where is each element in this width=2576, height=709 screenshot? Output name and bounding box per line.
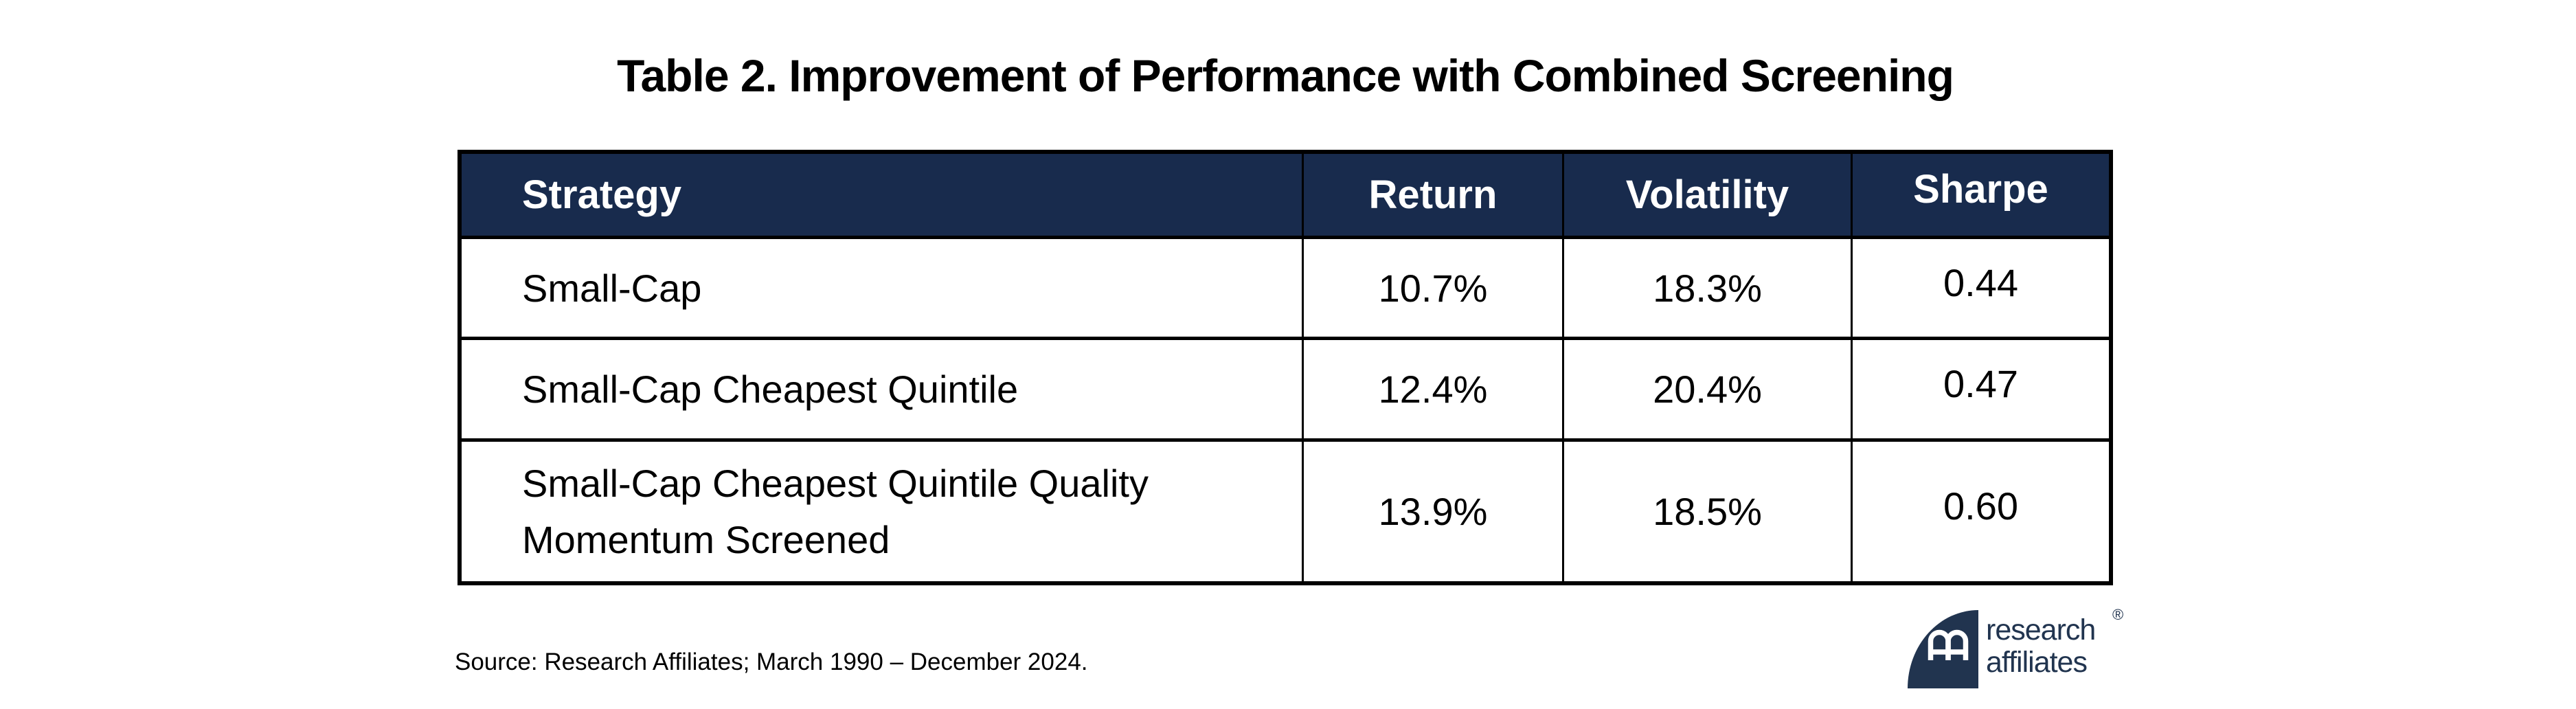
source-note: Source: Research Affiliates; March 1990 …: [455, 649, 1088, 675]
logo-wordmark: research affiliates: [1986, 614, 2096, 679]
table-row-1-strategy: Small-Cap: [462, 239, 1304, 340]
header-cell-strategy: Strategy: [462, 154, 1304, 239]
logo-wordmark-line2: affiliates: [1986, 646, 2088, 679]
performance-table: Strategy Return Volatility Sharpe Small-…: [457, 150, 2113, 585]
table-row-2-sharpe: 0.47: [1853, 340, 2109, 442]
table-row-3-return: 13.9%: [1304, 442, 1564, 581]
table-row-3-strategy-line2: Momentum Screened: [522, 517, 890, 561]
logo-wordmark-line1: research: [1986, 614, 2096, 646]
table-row-3-strategy: Small-Cap Cheapest Quintile Quality Mome…: [462, 442, 1304, 581]
table-row-3-sharpe: 0.60: [1853, 442, 2109, 581]
table-row-1-return: 10.7%: [1304, 239, 1564, 340]
ra-monogram-icon: [1908, 610, 1978, 688]
table-row-1-sharpe: 0.44: [1853, 239, 2109, 340]
header-cell-volatility: Volatility: [1564, 154, 1853, 239]
table-row-1-volatility: 18.3%: [1564, 239, 1853, 340]
table-row-3-volatility: 18.5%: [1564, 442, 1853, 581]
table-row-3-strategy-line1: Small-Cap Cheapest Quintile Quality: [522, 462, 1149, 506]
table-row-2-return: 12.4%: [1304, 340, 1564, 442]
table-row-3-sharpe-value: 0.60: [1943, 484, 2018, 528]
registered-trademark-icon: ®: [2112, 606, 2124, 623]
table-row-1-sharpe-value: 0.44: [1943, 260, 2018, 304]
header-cell-return: Return: [1304, 154, 1564, 239]
table-row-2-sharpe-value: 0.47: [1943, 362, 2018, 405]
table-row-2-strategy: Small-Cap Cheapest Quintile: [462, 340, 1304, 442]
header-cell-sharpe-label: Sharpe: [1913, 167, 2048, 212]
page-title: Table 2. Improvement of Performance with…: [617, 50, 1954, 101]
header-cell-sharpe: Sharpe: [1853, 154, 2109, 239]
table-row-2-volatility: 20.4%: [1564, 340, 1853, 442]
research-affiliates-logo: research affiliates ®: [1908, 606, 2138, 693]
